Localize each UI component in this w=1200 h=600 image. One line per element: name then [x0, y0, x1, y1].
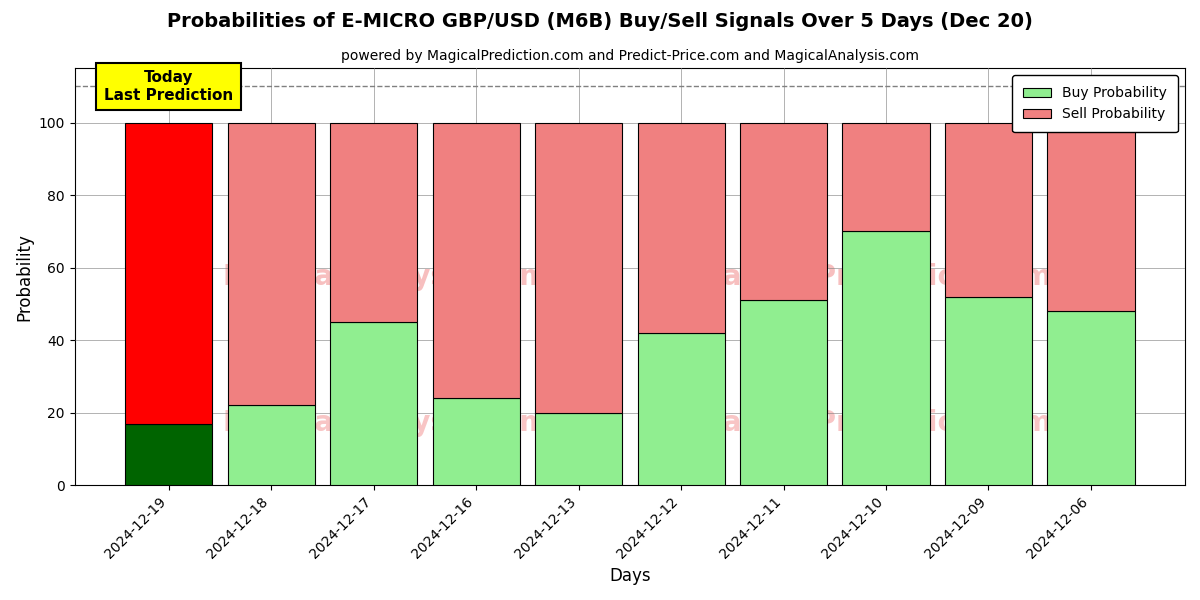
X-axis label: Days: Days [610, 567, 650, 585]
Legend: Buy Probability, Sell Probability: Buy Probability, Sell Probability [1012, 75, 1178, 133]
Bar [637, 123, 725, 333]
Bar [637, 333, 725, 485]
Bar [944, 123, 1032, 296]
Bar [535, 413, 622, 485]
Text: MagicalAnalysis.com: MagicalAnalysis.com [222, 409, 548, 437]
Bar [330, 123, 418, 322]
Text: Today
Last Prediction: Today Last Prediction [104, 70, 233, 103]
Bar [125, 123, 212, 424]
Bar [432, 398, 520, 485]
Bar [842, 123, 930, 232]
Bar [1048, 311, 1134, 485]
Bar [740, 301, 827, 485]
Bar [228, 123, 314, 406]
Bar [228, 406, 314, 485]
Bar [740, 123, 827, 301]
Text: MagicalPrediction.com: MagicalPrediction.com [696, 409, 1052, 437]
Y-axis label: Probability: Probability [16, 233, 34, 320]
Bar [432, 123, 520, 398]
Bar [1048, 123, 1134, 311]
Bar [842, 232, 930, 485]
Text: MagicalAnalysis.com: MagicalAnalysis.com [222, 263, 548, 291]
Bar [535, 123, 622, 413]
Text: Probabilities of E-MICRO GBP/USD (M6B) Buy/Sell Signals Over 5 Days (Dec 20): Probabilities of E-MICRO GBP/USD (M6B) B… [167, 12, 1033, 31]
Text: MagicalPrediction.com: MagicalPrediction.com [696, 263, 1052, 291]
Bar [125, 424, 212, 485]
Bar [330, 322, 418, 485]
Bar [944, 296, 1032, 485]
Title: powered by MagicalPrediction.com and Predict-Price.com and MagicalAnalysis.com: powered by MagicalPrediction.com and Pre… [341, 49, 919, 63]
